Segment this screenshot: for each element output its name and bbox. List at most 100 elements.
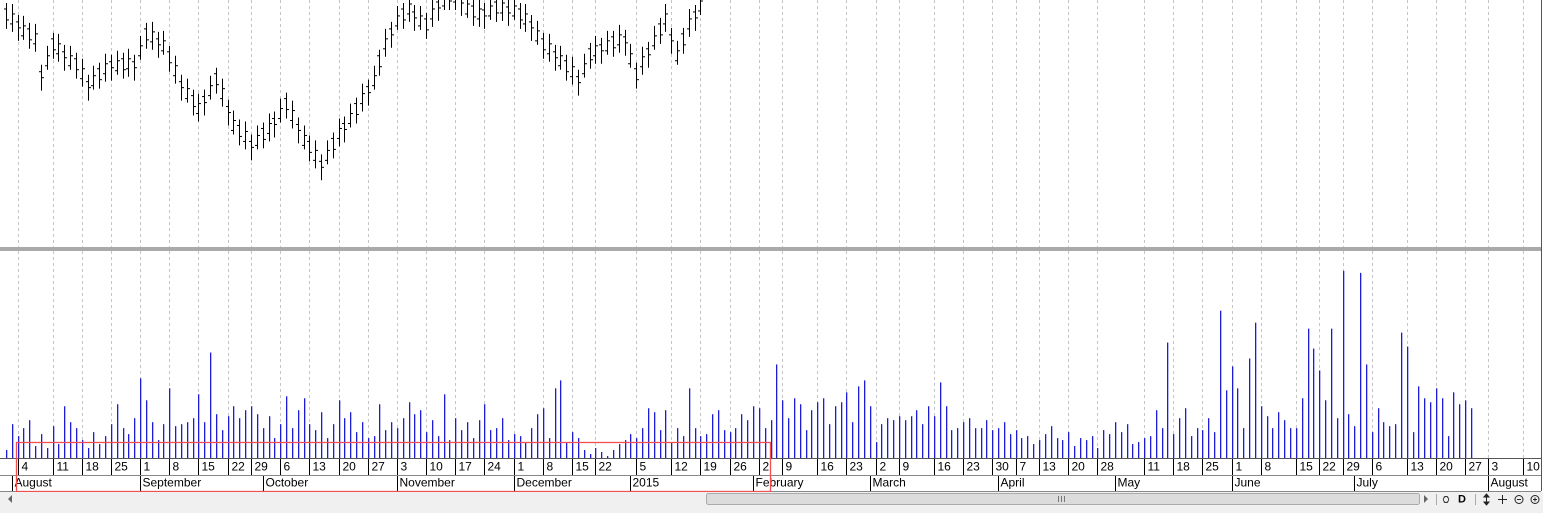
volume-bar — [858, 386, 860, 458]
volume-bar — [525, 442, 527, 458]
x-tick-label: 30 — [996, 460, 1010, 474]
x-tick-label: 24 — [488, 460, 502, 474]
volume-bar — [905, 420, 907, 458]
volume-bar — [946, 406, 948, 458]
volume-bar — [1226, 390, 1228, 458]
x-tick-label: 25 — [115, 460, 129, 474]
volume-bar — [876, 442, 878, 458]
volume-bar — [1296, 428, 1298, 458]
volume-bar — [1401, 332, 1403, 458]
x-tick-label: 15 — [576, 460, 590, 474]
volume-bar — [753, 406, 755, 458]
volume-bar — [1202, 430, 1204, 458]
volume-bar — [1261, 406, 1263, 458]
scroll-left[interactable] — [8, 495, 12, 503]
zoom-in-icon[interactable] — [1530, 495, 1540, 504]
x-tick-label: 7 — [1020, 460, 1027, 474]
volume-bar — [204, 422, 206, 458]
zoom-out-icon[interactable] — [1514, 495, 1524, 504]
volume-bar — [741, 414, 743, 458]
volume-bar — [449, 440, 451, 458]
x-tick-label: 3 — [401, 460, 408, 474]
x-tick-label: 22 — [1323, 460, 1337, 474]
volume-bar — [93, 432, 95, 458]
volume-bar — [1448, 436, 1450, 458]
x-tick-label: 16 — [938, 460, 952, 474]
volume-bar — [379, 404, 381, 458]
highlight-box — [15, 441, 772, 493]
price-panel — [4, 0, 1524, 247]
volume-bar — [1144, 438, 1146, 458]
volume-bar — [105, 436, 107, 458]
volume-bar — [344, 418, 346, 458]
volume-bar — [1080, 438, 1082, 458]
volume-bar — [187, 422, 189, 458]
scroll-right[interactable] — [1424, 495, 1428, 503]
volume-bar — [1173, 434, 1175, 458]
volume-bar — [64, 406, 66, 458]
volume-bar — [700, 436, 702, 458]
volume-bar — [806, 430, 808, 458]
scroll-thumb[interactable] — [706, 493, 1420, 505]
volume-bar — [794, 398, 796, 458]
volume-bar — [257, 414, 259, 458]
volume-bar — [1004, 422, 1006, 458]
volume-bar — [391, 422, 393, 458]
volume-bar — [1138, 442, 1140, 458]
volume-bar — [1068, 432, 1070, 458]
volume-bar — [1232, 366, 1234, 458]
month-label: October — [266, 476, 309, 490]
volume-bar — [998, 428, 1000, 458]
volume-bar — [420, 410, 422, 458]
volume-bar — [1319, 370, 1321, 458]
volume-bar — [35, 446, 37, 458]
vertical-zoom-icon[interactable] — [1482, 493, 1491, 506]
volume-bar — [134, 418, 136, 458]
month-label: November — [400, 476, 455, 490]
volume-bar — [508, 440, 510, 458]
volume-bar — [817, 402, 819, 458]
volume-bar — [1389, 426, 1391, 458]
move-icon[interactable] — [1498, 495, 1507, 504]
volume-bar — [193, 418, 195, 458]
volume-bar — [724, 430, 726, 458]
sync-icon[interactable] — [1442, 496, 1450, 503]
month-label: February — [756, 476, 804, 490]
x-tick-label: 2 — [880, 460, 887, 474]
volume-bar — [1115, 422, 1117, 458]
volume-bar — [233, 406, 235, 458]
volume-bar — [128, 434, 130, 458]
volume-bar — [1016, 430, 1018, 458]
volume-bar — [1272, 428, 1274, 458]
volume-bar — [70, 422, 72, 458]
volume-bar — [771, 420, 773, 458]
volume-bar — [58, 444, 60, 458]
volume-bar — [788, 418, 790, 458]
volume-bar — [590, 454, 592, 458]
volume-bar — [403, 418, 405, 458]
volume-bar — [957, 428, 959, 458]
volume-bar — [158, 440, 160, 458]
volume-bar — [601, 452, 603, 458]
volume-bar — [1337, 418, 1339, 458]
x-tick-label: 11 — [1148, 460, 1161, 474]
volume-bar — [1027, 436, 1029, 458]
volume-bar — [1378, 408, 1380, 458]
volume-bar — [374, 436, 376, 458]
volume-bar — [537, 414, 539, 458]
x-tick-label: 2 — [763, 460, 770, 474]
month-label: April — [1001, 476, 1025, 490]
x-tick-label: 8 — [1265, 460, 1272, 474]
month-label: August — [15, 476, 53, 490]
volume-bar — [1021, 438, 1023, 458]
x-tick-label: 12 — [675, 460, 689, 474]
volume-bar — [12, 424, 14, 458]
x-tick-label: 6 — [1376, 460, 1383, 474]
x-tick-label: 8 — [173, 460, 180, 474]
volume-bar — [1267, 416, 1269, 458]
volume-bar — [41, 434, 43, 458]
volume-bar — [1237, 388, 1239, 458]
volume-bar — [747, 420, 749, 458]
period-button[interactable]: D — [1458, 493, 1466, 505]
